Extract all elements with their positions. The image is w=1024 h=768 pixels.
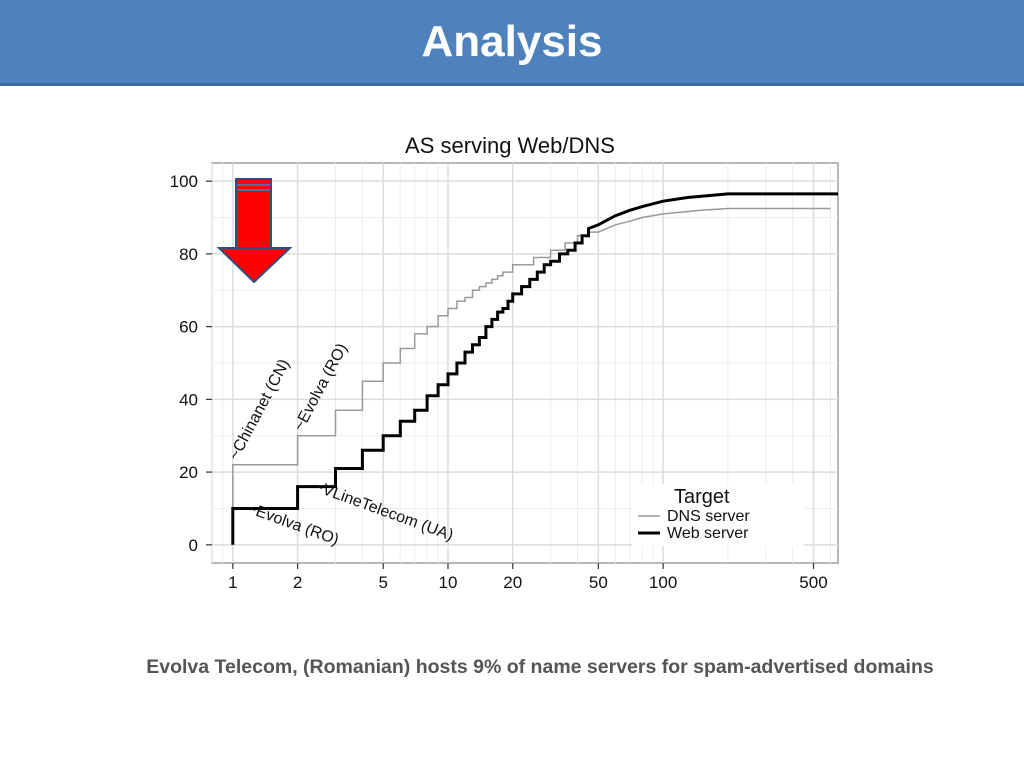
title-bar: Analysis <box>0 0 1024 86</box>
slide-caption: Evolva Telecom, (Romanian) hosts 9% of n… <box>146 656 934 678</box>
series-lines <box>231 192 838 545</box>
x-tick-label: 5 <box>378 573 387 592</box>
down-arrow-icon <box>216 178 293 284</box>
x-tick-label: 500 <box>799 573 827 592</box>
x-tick-label: 50 <box>589 573 608 592</box>
legend-label: DNS server <box>667 508 750 525</box>
legend-box <box>632 484 804 546</box>
x-tick-label: 2 <box>293 573 302 592</box>
arrow-head <box>216 247 293 284</box>
chart-title: AS serving Web/DNS <box>405 133 615 158</box>
y-tick-label: 80 <box>179 245 198 264</box>
axes: 1 2 5 10 20 50 100 500 0 20 40 60 80 100 <box>170 172 828 592</box>
y-tick-label: 0 <box>189 536 198 555</box>
y-tick-label: 20 <box>179 463 198 482</box>
x-tick-label: 1 <box>228 573 237 592</box>
legend-title: Target <box>674 486 730 508</box>
legend-label: Web server <box>667 525 749 542</box>
grid <box>211 163 838 563</box>
x-tick-label: 20 <box>503 573 522 592</box>
x-tick-label: 100 <box>649 573 677 592</box>
x-tick-label: 10 <box>439 573 458 592</box>
y-tick-label: 40 <box>179 390 198 409</box>
y-tick-label: 100 <box>170 172 198 191</box>
y-tick-label: 60 <box>179 318 198 337</box>
series-line-web <box>231 192 838 545</box>
slide-title: Analysis <box>421 17 603 66</box>
